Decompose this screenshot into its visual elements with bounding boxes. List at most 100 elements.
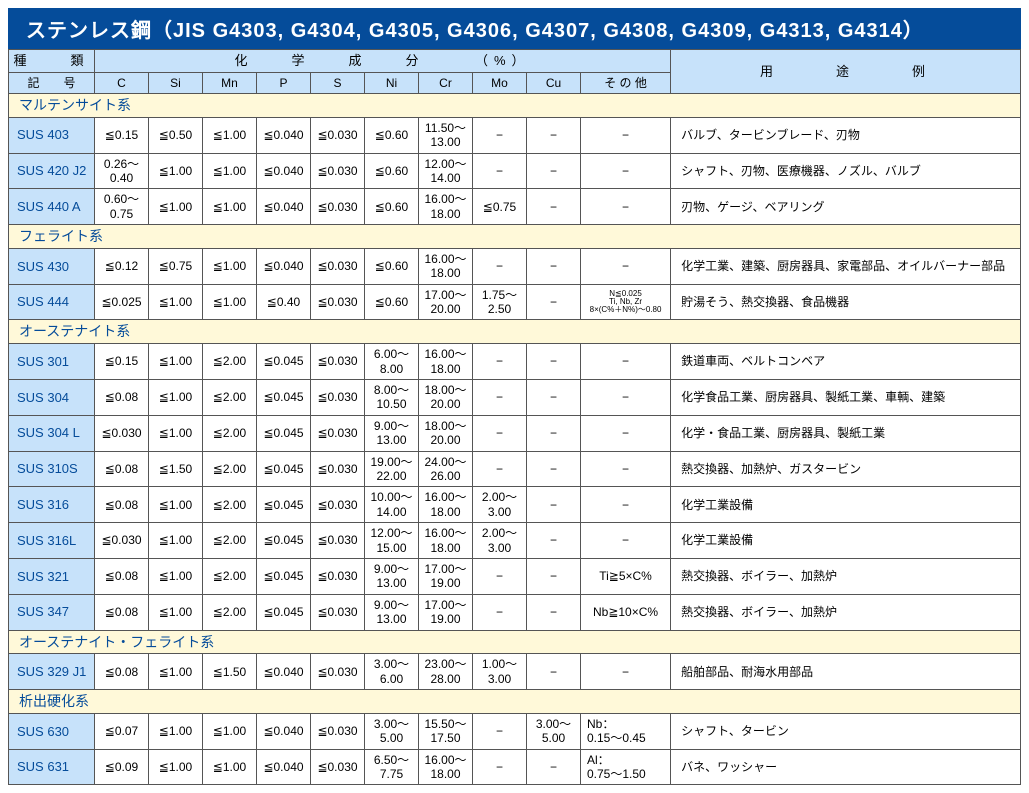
grade-cell: SUS 310S <box>9 451 95 487</box>
cell-use: 刃物、ゲージ、ベアリング <box>671 189 1021 225</box>
grade-cell: SUS 321 <box>9 558 95 594</box>
cell-other: Al： 0.75～1.50 <box>581 749 671 785</box>
cell-mn: ≦1.00 <box>203 749 257 785</box>
grade-cell: SUS 347 <box>9 594 95 630</box>
cell-cr: 11.50～ 13.00 <box>419 117 473 153</box>
cell-use: 熱交換器、ボイラー、加熱炉 <box>671 558 1021 594</box>
cell-mo: − <box>473 558 527 594</box>
cell-c: ≦0.030 <box>95 523 149 559</box>
cell-mo: − <box>473 415 527 451</box>
cell-other: − <box>581 117 671 153</box>
cell-p: ≦0.045 <box>257 380 311 416</box>
table-row: SUS 321≦0.08≦1.00≦2.00≦0.045≦0.0309.00～ … <box>9 558 1021 594</box>
cell-mo: 2.00～ 3.00 <box>473 523 527 559</box>
cell-use: 熱交換器、加熱炉、ガスタービン <box>671 451 1021 487</box>
cell-si: ≦1.00 <box>149 487 203 523</box>
cell-c: ≦0.08 <box>95 558 149 594</box>
cell-other: − <box>581 451 671 487</box>
cell-si: ≦0.50 <box>149 117 203 153</box>
cell-cr: 23.00～ 28.00 <box>419 654 473 690</box>
cell-cr: 16.00～ 18.00 <box>419 344 473 380</box>
cell-use: 化学工業設備 <box>671 523 1021 559</box>
cell-use: シャフト、タービン <box>671 713 1021 749</box>
cell-cu: − <box>527 749 581 785</box>
cell-si: ≦1.00 <box>149 523 203 559</box>
cell-ni: ≦0.60 <box>365 153 419 189</box>
cell-other: − <box>581 523 671 559</box>
cell-mo: − <box>473 248 527 284</box>
cell-p: ≦0.045 <box>257 451 311 487</box>
cell-si: ≦1.00 <box>149 415 203 451</box>
table-body: マルテンサイト系SUS 403≦0.15≦0.50≦1.00≦0.040≦0.0… <box>9 93 1021 784</box>
cell-s: ≦0.030 <box>311 344 365 380</box>
cell-cu: − <box>527 451 581 487</box>
cell-cr: 12.00～ 14.00 <box>419 153 473 189</box>
cell-cr: 16.00～ 18.00 <box>419 248 473 284</box>
cell-mo: − <box>473 153 527 189</box>
table-header: 種 類 化 学 成 分 （%） 用 途 例 記 号 C Si Mn P S Ni… <box>9 50 1021 94</box>
cell-c: ≦0.030 <box>95 415 149 451</box>
cell-s: ≦0.030 <box>311 380 365 416</box>
table-row: SUS 329 J1≦0.08≦1.00≦1.50≦0.040≦0.0303.0… <box>9 654 1021 690</box>
cell-cu: − <box>527 344 581 380</box>
cell-mo: − <box>473 451 527 487</box>
cell-mo: − <box>473 594 527 630</box>
cell-p: ≦0.045 <box>257 344 311 380</box>
cell-mn: ≦1.00 <box>203 189 257 225</box>
cell-cu: 3.00～ 5.00 <box>527 713 581 749</box>
cell-use: 熱交換器、ボイラー、加熱炉 <box>671 594 1021 630</box>
section-name: オーステナイト系 <box>9 320 1021 344</box>
cell-si: ≦1.00 <box>149 654 203 690</box>
grade-cell: SUS 631 <box>9 749 95 785</box>
cell-p: ≦0.045 <box>257 487 311 523</box>
table-row: SUS 444≦0.025≦1.00≦1.00≦0.40≦0.030≦0.601… <box>9 284 1021 320</box>
grade-cell: SUS 301 <box>9 344 95 380</box>
cell-ni: 9.00～ 13.00 <box>365 558 419 594</box>
table-row: SUS 631≦0.09≦1.00≦1.00≦0.040≦0.0306.50～ … <box>9 749 1021 785</box>
cell-cu: − <box>527 654 581 690</box>
section-name: フェライト系 <box>9 225 1021 249</box>
cell-c: ≦0.08 <box>95 451 149 487</box>
cell-si: ≦1.00 <box>149 344 203 380</box>
stainless-steel-table: 種 類 化 学 成 分 （%） 用 途 例 記 号 C Si Mn P S Ni… <box>8 49 1021 785</box>
cell-p: ≦0.045 <box>257 415 311 451</box>
cell-other: Nb≧10×C% <box>581 594 671 630</box>
cell-si: ≦1.00 <box>149 284 203 320</box>
cell-s: ≦0.030 <box>311 713 365 749</box>
cell-cu: − <box>527 594 581 630</box>
cell-mn: ≦2.00 <box>203 451 257 487</box>
cell-s: ≦0.030 <box>311 749 365 785</box>
table-row: SUS 440 A0.60～ 0.75≦1.00≦1.00≦0.040≦0.03… <box>9 189 1021 225</box>
grade-cell: SUS 440 A <box>9 189 95 225</box>
cell-other: − <box>581 487 671 523</box>
cell-other: − <box>581 415 671 451</box>
cell-ni: 9.00～ 13.00 <box>365 594 419 630</box>
cell-mo: − <box>473 380 527 416</box>
cell-mn: ≦1.50 <box>203 654 257 690</box>
cell-use: シャフト、刃物、医療機器、ノズル、バルブ <box>671 153 1021 189</box>
cell-mo: − <box>473 117 527 153</box>
cell-cr: 16.00～ 18.00 <box>419 749 473 785</box>
cell-mn: ≦2.00 <box>203 344 257 380</box>
header-col-si: Si <box>149 72 203 93</box>
cell-other: − <box>581 380 671 416</box>
cell-cr: 16.00～ 18.00 <box>419 487 473 523</box>
header-type: 種 類 <box>9 50 95 73</box>
cell-use: 化学食品工業、厨房器具、製紙工業、車輌、建築 <box>671 380 1021 416</box>
cell-cu: − <box>527 117 581 153</box>
cell-other: − <box>581 189 671 225</box>
cell-s: ≦0.030 <box>311 415 365 451</box>
cell-other: − <box>581 248 671 284</box>
cell-cr: 18.00～ 20.00 <box>419 415 473 451</box>
grade-cell: SUS 316 <box>9 487 95 523</box>
cell-s: ≦0.030 <box>311 189 365 225</box>
header-symbol: 記 号 <box>9 72 95 93</box>
cell-c: ≦0.07 <box>95 713 149 749</box>
grade-cell: SUS 403 <box>9 117 95 153</box>
cell-p: ≦0.040 <box>257 713 311 749</box>
cell-p: ≦0.40 <box>257 284 311 320</box>
cell-use: 鉄道車両、ベルトコンベア <box>671 344 1021 380</box>
header-col-c: C <box>95 72 149 93</box>
header-chem: 化 学 成 分 （%） <box>95 50 671 73</box>
section-header-row: マルテンサイト系 <box>9 93 1021 117</box>
